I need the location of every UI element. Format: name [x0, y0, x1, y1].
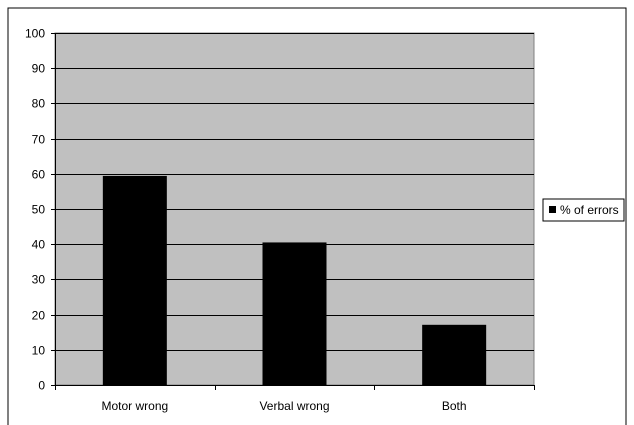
legend-swatch — [549, 206, 556, 213]
y-tick-label: 100 — [25, 27, 45, 41]
legend-label: % of errors — [560, 203, 619, 217]
y-tick-label: 20 — [32, 309, 46, 323]
y-tick-label: 0 — [38, 379, 45, 393]
bar-1 — [262, 242, 327, 385]
x-tick-label: Both — [442, 399, 467, 413]
y-tick-label: 10 — [32, 344, 46, 358]
x-tick-label: Motor wrong — [101, 399, 168, 413]
y-tick-label: 90 — [32, 62, 46, 76]
y-tick-label: 40 — [32, 238, 46, 252]
x-tick-labels: Motor wrong Verbal wrong Both — [101, 399, 466, 413]
bar-0 — [102, 175, 167, 385]
y-tick-label: 30 — [32, 273, 46, 287]
y-tick-label: 60 — [32, 168, 46, 182]
chart-area-border — [7, 7, 627, 425]
x-tick-label: Verbal wrong — [259, 399, 329, 413]
legend-box — [542, 198, 625, 222]
y-tick-label: 50 — [32, 203, 46, 217]
bars — [102, 175, 487, 385]
bar-2 — [422, 324, 487, 385]
axes — [51, 33, 535, 390]
y-tick-label: 80 — [32, 97, 46, 111]
y-tick-label: 70 — [32, 133, 46, 147]
y-tick-labels: 0 10 20 30 40 50 60 70 80 90 100 — [25, 27, 45, 393]
legend: % of errors — [542, 198, 625, 222]
